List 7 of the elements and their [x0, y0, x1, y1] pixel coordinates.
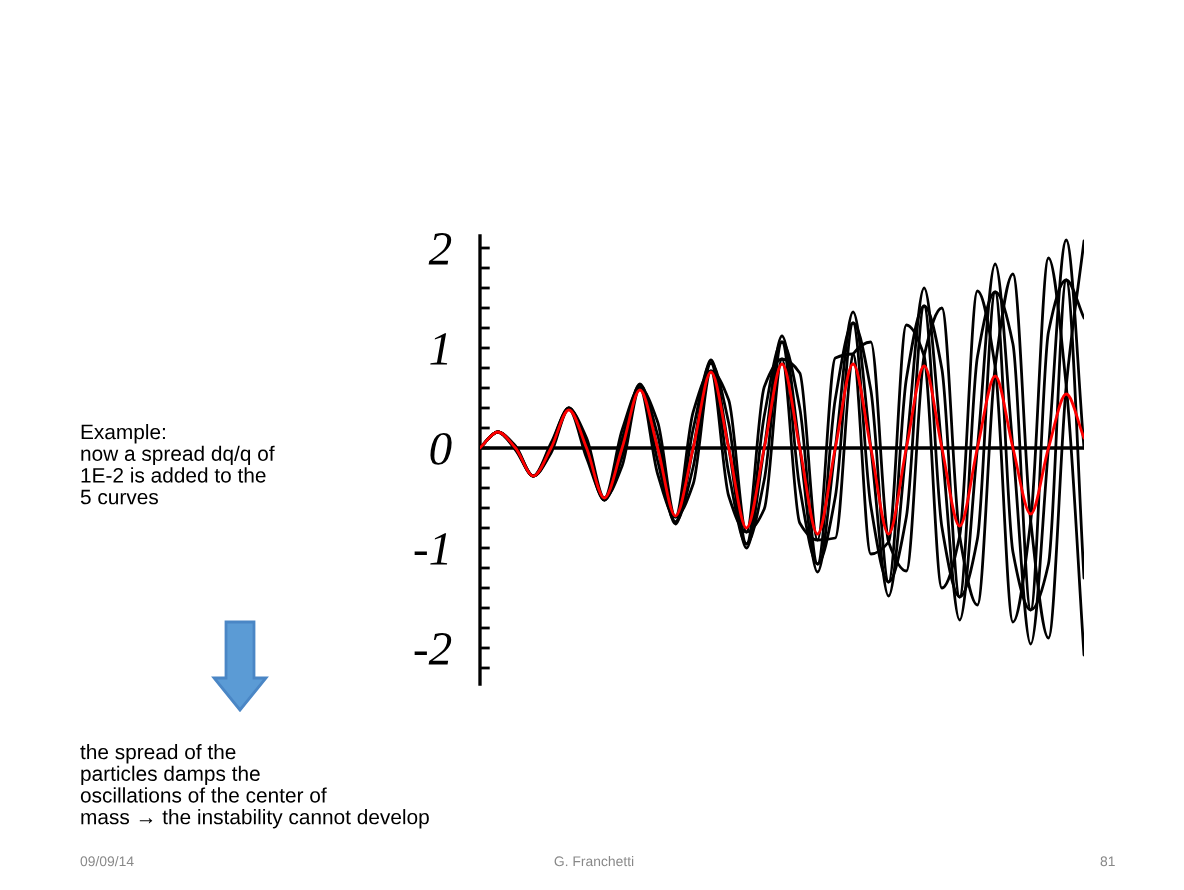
- y-tick-label: -2: [414, 633, 452, 665]
- y-tick-label: 0: [430, 432, 452, 465]
- y-tick-label: 1: [430, 333, 448, 365]
- text: Example: now a spread dq/q of 1E-2 is added to the 5 curves: [80, 424, 275, 505]
- y-tick-label: -1: [414, 533, 448, 565]
- y-tick-label: 2: [428, 233, 452, 265]
- text: the spread of the particles damps the oscillations of the center of mass → the instability cannot develop: [80, 744, 429, 829]
